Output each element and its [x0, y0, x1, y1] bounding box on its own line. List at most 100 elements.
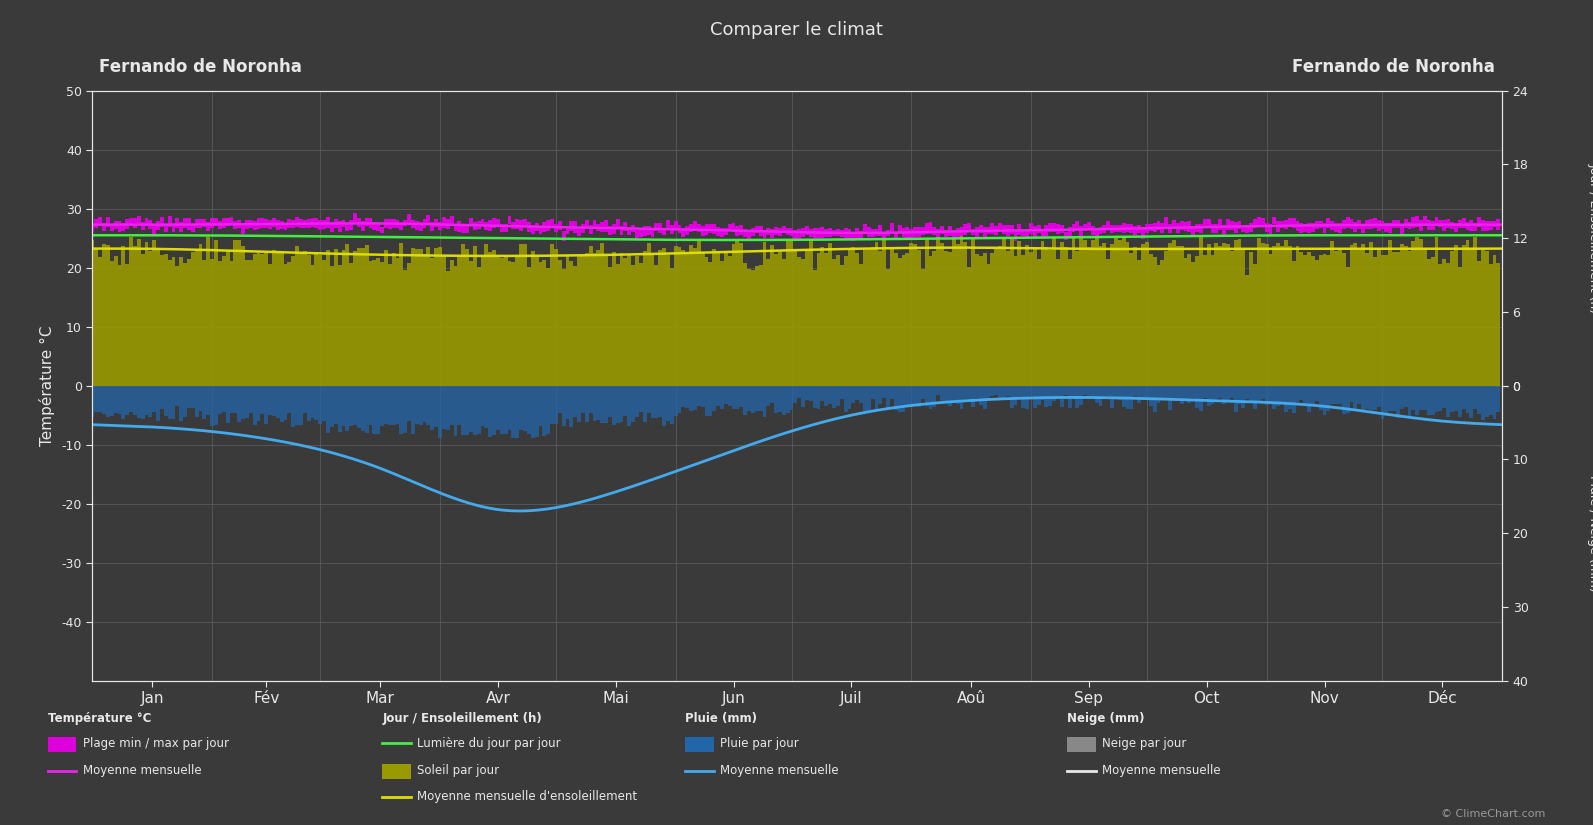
Bar: [612, 386, 616, 425]
Bar: [1094, 237, 1099, 386]
Bar: [1442, 220, 1446, 231]
Bar: [1029, 223, 1032, 233]
Bar: [1411, 217, 1415, 228]
Bar: [1059, 243, 1064, 386]
Bar: [1284, 220, 1287, 229]
Bar: [809, 386, 812, 401]
Bar: [1442, 259, 1446, 386]
Bar: [234, 221, 237, 229]
Bar: [1474, 223, 1477, 231]
Bar: [422, 386, 427, 422]
Bar: [1099, 227, 1102, 234]
Bar: [1381, 386, 1384, 418]
Bar: [812, 386, 817, 408]
Bar: [562, 269, 566, 386]
Bar: [495, 386, 500, 431]
Bar: [207, 237, 210, 386]
Bar: [102, 223, 105, 231]
Bar: [156, 220, 159, 230]
Bar: [1091, 240, 1094, 386]
Bar: [790, 228, 793, 237]
Bar: [284, 264, 287, 386]
Bar: [1295, 386, 1300, 403]
Bar: [809, 239, 812, 386]
Bar: [167, 260, 172, 386]
Bar: [1496, 386, 1501, 412]
Bar: [1137, 225, 1141, 233]
Bar: [503, 224, 508, 232]
Bar: [1349, 219, 1354, 229]
Bar: [1126, 224, 1129, 232]
Bar: [1427, 386, 1431, 415]
Bar: [292, 386, 295, 427]
Bar: [1373, 257, 1376, 386]
Bar: [1029, 252, 1032, 386]
Bar: [542, 386, 546, 436]
Bar: [268, 386, 272, 415]
Bar: [1308, 252, 1311, 386]
Bar: [1005, 386, 1010, 396]
Bar: [1013, 230, 1018, 241]
Bar: [859, 231, 863, 238]
Bar: [696, 386, 701, 406]
Bar: [883, 232, 886, 239]
Bar: [1287, 247, 1292, 386]
Bar: [357, 386, 362, 428]
Bar: [1059, 386, 1064, 408]
Bar: [102, 243, 105, 386]
Bar: [430, 222, 435, 231]
Bar: [647, 386, 650, 413]
Bar: [666, 386, 669, 421]
Bar: [644, 252, 647, 386]
Bar: [441, 386, 446, 428]
Bar: [392, 386, 395, 425]
Bar: [601, 386, 604, 423]
Bar: [1458, 219, 1462, 228]
Bar: [774, 386, 777, 412]
Bar: [747, 269, 750, 386]
Bar: [137, 215, 140, 224]
Bar: [280, 221, 284, 229]
Bar: [1214, 224, 1219, 233]
Bar: [346, 243, 349, 386]
Bar: [516, 386, 519, 439]
Bar: [1233, 386, 1238, 412]
Bar: [1477, 217, 1481, 227]
Bar: [878, 225, 883, 236]
Bar: [601, 243, 604, 386]
Bar: [1314, 386, 1319, 401]
Bar: [387, 219, 392, 229]
Bar: [983, 228, 986, 238]
Bar: [631, 225, 636, 233]
Bar: [1384, 224, 1388, 232]
Bar: [682, 386, 685, 407]
Bar: [937, 386, 940, 394]
Bar: [1110, 244, 1114, 386]
Bar: [736, 227, 739, 236]
Bar: [1327, 218, 1330, 228]
Bar: [1254, 264, 1257, 386]
Bar: [1241, 226, 1246, 232]
Bar: [1376, 386, 1381, 407]
Bar: [674, 220, 677, 229]
Bar: [457, 386, 462, 425]
Bar: [1141, 243, 1145, 386]
Bar: [1002, 225, 1005, 234]
Bar: [604, 220, 609, 232]
Bar: [720, 228, 723, 237]
Bar: [1059, 225, 1064, 233]
Bar: [766, 259, 771, 386]
Bar: [99, 386, 102, 412]
Bar: [465, 249, 468, 386]
Bar: [226, 218, 229, 226]
Bar: [118, 265, 121, 386]
Bar: [1392, 386, 1395, 412]
Bar: [1411, 241, 1415, 386]
Bar: [1192, 262, 1195, 386]
Bar: [771, 245, 774, 386]
Bar: [1485, 221, 1489, 231]
Bar: [723, 228, 728, 235]
Bar: [793, 230, 798, 240]
Bar: [292, 220, 295, 229]
Bar: [991, 252, 994, 386]
